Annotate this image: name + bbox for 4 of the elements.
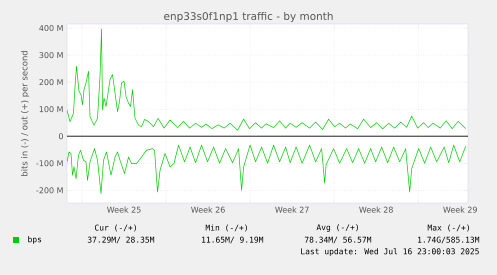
chart-title: enp33s0f1np1 traffic - by month	[164, 12, 333, 22]
y-axis-title: bits in (-) / out (+) per second	[20, 51, 30, 176]
line-series	[67, 144, 466, 194]
line-series	[67, 28, 466, 131]
